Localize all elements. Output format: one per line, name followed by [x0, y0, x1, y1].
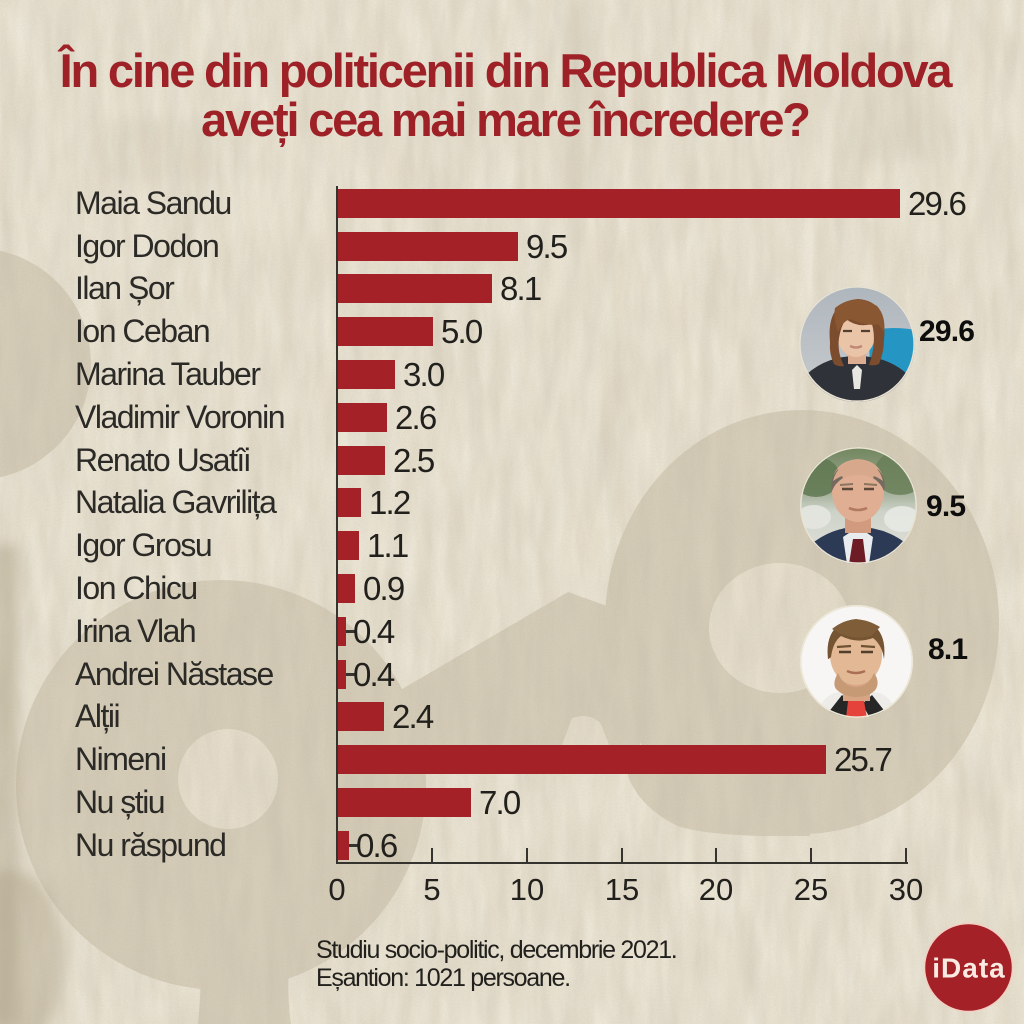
- svg-text:iData: iData: [932, 953, 1005, 984]
